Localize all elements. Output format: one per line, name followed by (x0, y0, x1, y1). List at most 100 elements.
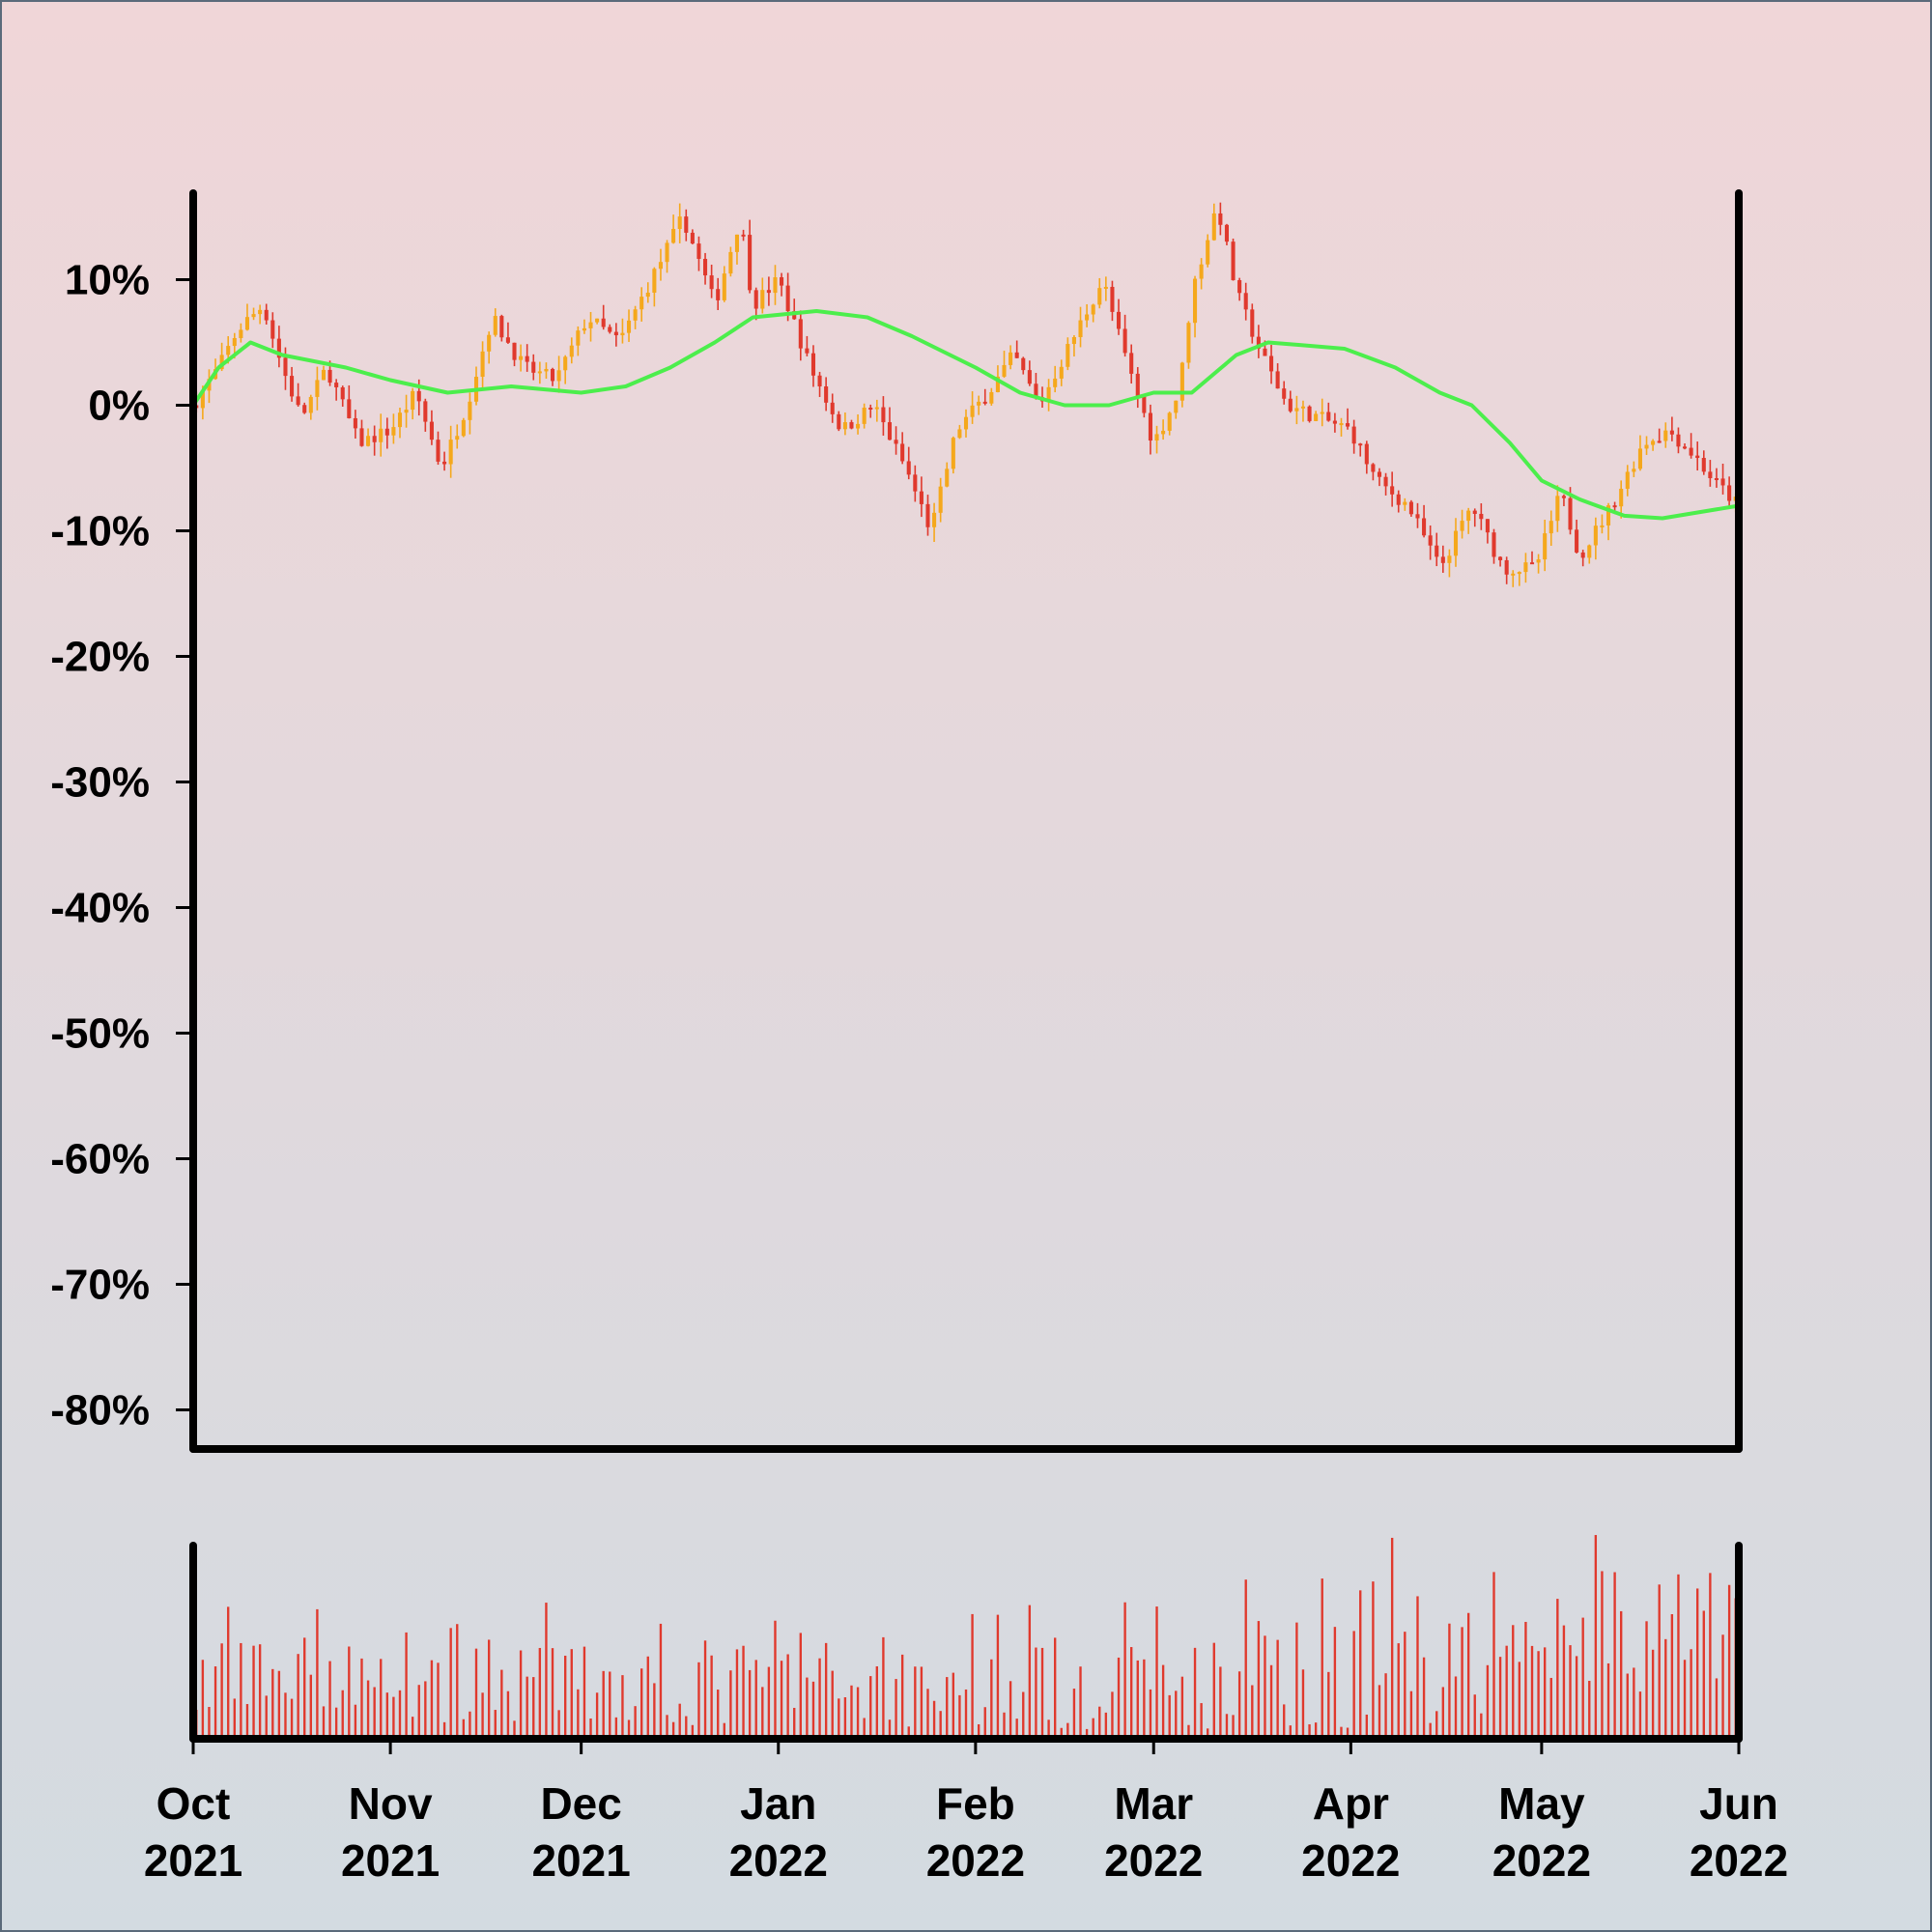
candle-body (1625, 471, 1630, 489)
volume-bar (1187, 1724, 1190, 1739)
volume-bar (392, 1696, 395, 1739)
volume-bar (1352, 1631, 1355, 1739)
candle-body (734, 234, 740, 252)
candle-body (773, 277, 778, 294)
volume-bar (888, 1719, 892, 1739)
volume-bar (1047, 1719, 1050, 1739)
volume-bar (322, 1706, 326, 1739)
candle-body (842, 422, 847, 430)
x-tick-label-year: 2022 (729, 1835, 828, 1886)
candle-body (1619, 488, 1624, 507)
candle-body (906, 461, 911, 475)
y-tick-label: -30% (50, 759, 150, 807)
candle-body (1059, 366, 1064, 379)
x-tick-label-year: 2022 (1690, 1835, 1788, 1886)
volume-bar (442, 1721, 446, 1739)
candle-body (766, 290, 771, 294)
volume-bar (290, 1698, 294, 1739)
candle-body (741, 234, 746, 237)
candle-body (1390, 486, 1395, 495)
volume-bar (1244, 1579, 1247, 1739)
volume-bar (843, 1697, 847, 1739)
candle-body (830, 402, 835, 414)
candle-body (995, 376, 1000, 392)
candle-body (1346, 423, 1350, 427)
candle-body (1065, 344, 1070, 367)
volume-bar (557, 1710, 560, 1739)
volume-bar (1372, 1581, 1375, 1739)
volume-bar (634, 1706, 637, 1739)
candle-body (1186, 323, 1191, 363)
candle-body (429, 421, 434, 440)
candle-body (1593, 526, 1598, 546)
volume-bar (621, 1675, 624, 1739)
volume-bar (811, 1681, 815, 1739)
volume-bar (678, 1703, 681, 1739)
volume-bar (1390, 1537, 1394, 1739)
volume-bar (487, 1639, 491, 1739)
candle-body (308, 396, 313, 413)
candle-body (487, 334, 492, 352)
candle-body (1034, 384, 1038, 398)
candle-body (569, 345, 574, 357)
volume-bar (703, 1640, 707, 1739)
candle-body (226, 346, 231, 355)
volume-bar (767, 1666, 771, 1739)
volume-bar (201, 1660, 205, 1739)
candle-body (977, 401, 981, 406)
y-tick-label: 10% (65, 257, 150, 304)
candle-body (798, 319, 803, 349)
volume-bar (1397, 1643, 1400, 1739)
volume-bar (1161, 1664, 1165, 1739)
volume-bar (1664, 1638, 1667, 1739)
volume-bar (1613, 1572, 1616, 1739)
volume-bar (328, 1661, 331, 1739)
volume-bar (1346, 1727, 1350, 1739)
volume-bar (430, 1660, 434, 1739)
candle-body (1009, 352, 1013, 365)
candle-body (1504, 559, 1509, 575)
candle-body (595, 318, 600, 323)
volume-bar (1295, 1622, 1298, 1739)
x-tick-label-year: 2022 (1104, 1835, 1203, 1886)
volume-bar (1378, 1685, 1381, 1739)
volume-bar (1601, 1571, 1604, 1739)
x-tick-label-month: Feb (936, 1778, 1015, 1829)
volume-bar (1486, 1664, 1490, 1739)
candle-body (563, 356, 568, 371)
volume-bar (1530, 1645, 1534, 1739)
candle-body (1422, 518, 1427, 536)
volume-bar (1301, 1669, 1305, 1739)
candle-body (296, 396, 300, 406)
candle-body (1575, 529, 1579, 553)
candle-body (748, 235, 753, 291)
candle-body (1014, 352, 1019, 358)
candle-body (1218, 213, 1223, 225)
volume-bar (1028, 1605, 1032, 1739)
volume-bar (1518, 1662, 1521, 1739)
candle-body (480, 351, 485, 378)
volume-bar (316, 1608, 319, 1739)
volume-bar (240, 1642, 242, 1739)
volume-bar (602, 1670, 605, 1739)
volume-bar (1562, 1625, 1566, 1739)
volume-bar (1721, 1634, 1724, 1739)
candle-body (709, 275, 714, 290)
candle-body (1351, 426, 1356, 444)
candle-body (677, 216, 682, 230)
volume-bar (1264, 1635, 1266, 1739)
candle-body (499, 316, 504, 338)
candle-body (1250, 309, 1255, 337)
volume-bar (614, 1717, 618, 1739)
candle-body (1605, 505, 1611, 526)
candle-body (817, 375, 822, 387)
x-tick-label-year: 2021 (144, 1835, 242, 1886)
candle-body (1689, 447, 1693, 456)
candle-body (1027, 370, 1032, 384)
volume-bar (1422, 1657, 1426, 1739)
candle-body (856, 423, 861, 429)
x-tick-label-month: Nov (349, 1778, 433, 1829)
candle-body (1408, 501, 1413, 515)
